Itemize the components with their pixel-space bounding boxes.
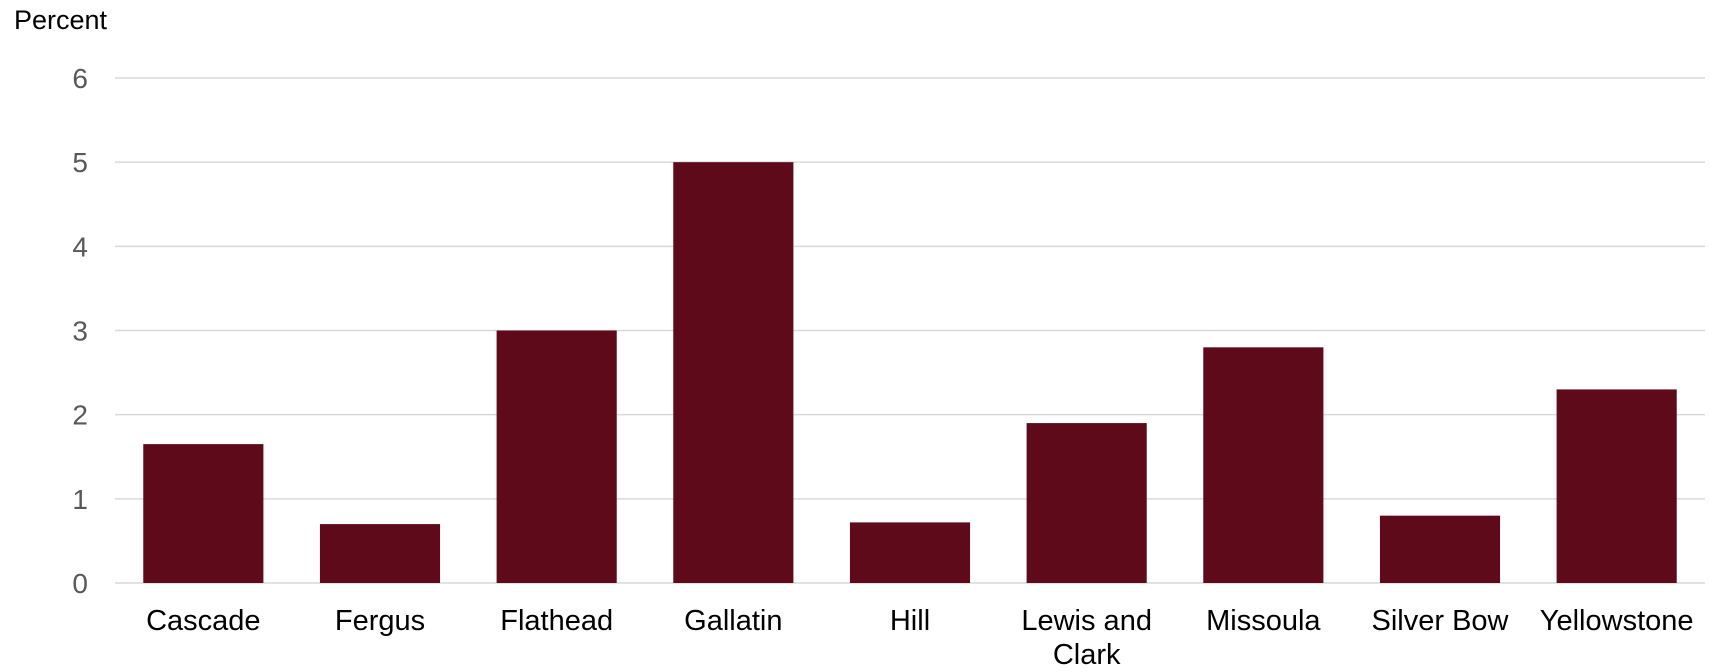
bars (143, 162, 1677, 583)
y-axis-label: Percent (14, 5, 108, 35)
y-tick-label: 0 (72, 568, 88, 599)
y-tick-labels: 0 1 2 3 4 5 6 (72, 63, 88, 599)
bar-flathead (496, 330, 617, 583)
bar-lewis-and-clark (1026, 423, 1147, 583)
x-tick-label: Lewis and Clark (1021, 605, 1152, 671)
bar-gallatin (673, 162, 794, 583)
bar-fergus (319, 524, 441, 583)
x-tick-label: Flathead (500, 605, 613, 637)
y-tick-label: 5 (72, 147, 88, 178)
x-tick-label: Missoula (1206, 605, 1321, 637)
x-tick-label: Silver Bow (1372, 605, 1510, 637)
x-tick-label: Hill (890, 605, 930, 637)
y-tick-label: 2 (72, 400, 88, 431)
x-tick-label: Gallatin (684, 605, 782, 637)
x-tick-labels: Cascade Fergus Flathead Gallatin Hill Lewis a… (146, 605, 1693, 671)
bar-cascade (143, 444, 264, 583)
y-tick-label: 6 (72, 63, 88, 94)
y-tick-label: 4 (72, 231, 88, 262)
bar-yellowstone (1556, 389, 1677, 583)
x-tick-label: Cascade (146, 605, 260, 637)
y-tick-label: 3 (72, 316, 88, 347)
bar-missoula (1203, 347, 1324, 583)
x-tick-label: Yellowstone (1540, 605, 1694, 637)
x-tick-label: Fergus (335, 605, 425, 637)
gridlines (115, 77, 1705, 584)
y-tick-label: 1 (72, 484, 88, 515)
bar-silver-bow (1379, 515, 1501, 583)
bar-hill (849, 522, 971, 583)
